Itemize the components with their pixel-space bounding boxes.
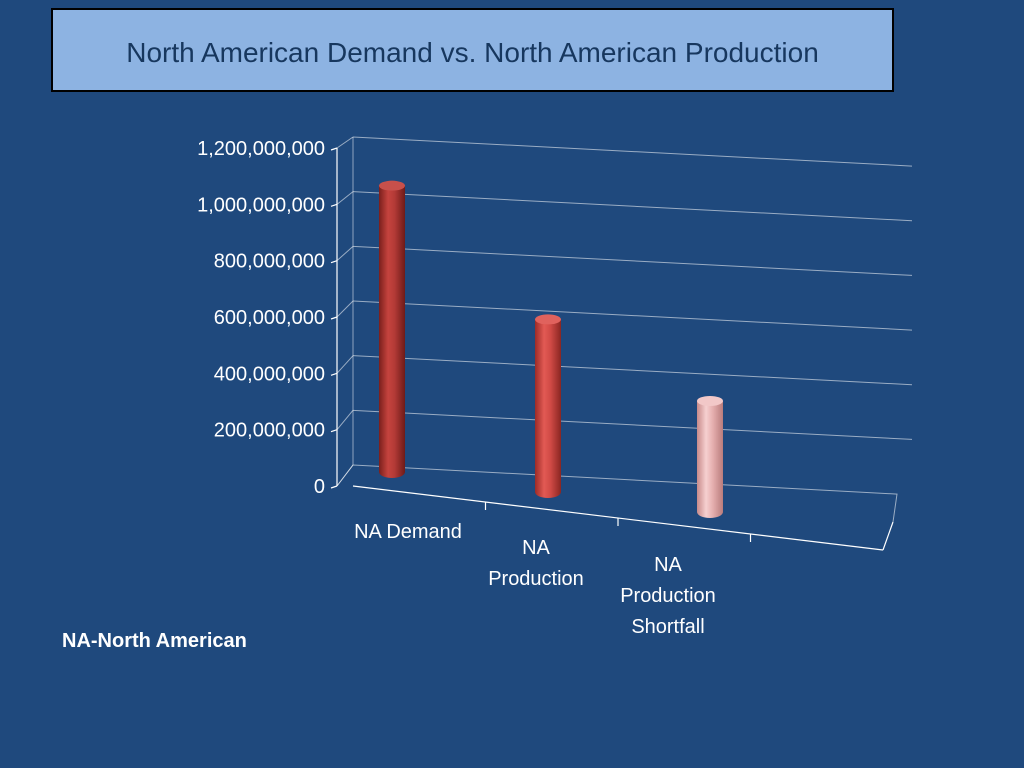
chart-title: North American Demand vs. North American… (126, 37, 819, 69)
side-wall-gridline (336, 355, 354, 374)
side-wall-gridline (336, 410, 354, 430)
labels-layer: 0 200,000,000 400,000,000 600,000,000 800,00… (197, 138, 716, 638)
x-category-label: NA (522, 537, 550, 559)
x-category-label: NA (654, 554, 682, 576)
bar (535, 314, 561, 498)
y-tick-label: 1,000,000,000 (197, 194, 325, 216)
gridline (352, 191, 913, 222)
y-tick-label: 400,000,000 (214, 363, 325, 385)
bar (697, 395, 723, 518)
gridline (352, 355, 913, 386)
title-part-2: American (200, 37, 320, 68)
side-wall-gridline (336, 191, 354, 205)
floor-outline (336, 464, 898, 523)
chart-title-box: North American Demand vs. North American… (51, 8, 894, 92)
y-tick (330, 372, 338, 376)
footnote: NA-North American (62, 630, 247, 652)
x-category-label: NA Demand (354, 521, 462, 543)
y-tick (330, 429, 338, 433)
x-axis-end (882, 521, 894, 551)
bar (379, 180, 405, 478)
y-tick (330, 203, 338, 207)
gridline (352, 409, 913, 440)
bar-base (379, 466, 405, 478)
bar-base (697, 506, 723, 518)
x-category-label: Production (620, 585, 716, 607)
y-tick (330, 260, 338, 264)
y-tick-label: 200,000,000 (214, 420, 325, 442)
bar-base (535, 486, 561, 498)
title-part-1: North (126, 37, 195, 68)
bars-layer (379, 180, 723, 518)
axes-layer (330, 136, 913, 551)
gridline (352, 136, 913, 167)
bar-top (697, 395, 723, 406)
title-part-3: Demand vs. North American Production (326, 37, 819, 68)
side-wall-gridline (336, 300, 354, 318)
y-tick-label: 1,200,000,000 (197, 138, 325, 160)
bar-top (535, 314, 561, 325)
x-category-label: Shortfall (631, 616, 704, 638)
bar-body (535, 319, 561, 492)
y-tick-label: 0 (314, 476, 325, 498)
bar-top (379, 180, 405, 191)
side-wall-gridline (336, 136, 354, 149)
bar-body (379, 185, 405, 472)
y-tick (330, 316, 338, 320)
y-tick (330, 147, 338, 151)
x-category-label: Production (488, 568, 584, 590)
y-tick-label: 800,000,000 (214, 251, 325, 273)
y-tick-label: 600,000,000 (214, 307, 325, 329)
y-tick (330, 485, 338, 489)
side-wall-gridline (336, 245, 354, 262)
bar-body (697, 400, 723, 512)
gridline (352, 245, 913, 276)
gridline (352, 300, 913, 331)
